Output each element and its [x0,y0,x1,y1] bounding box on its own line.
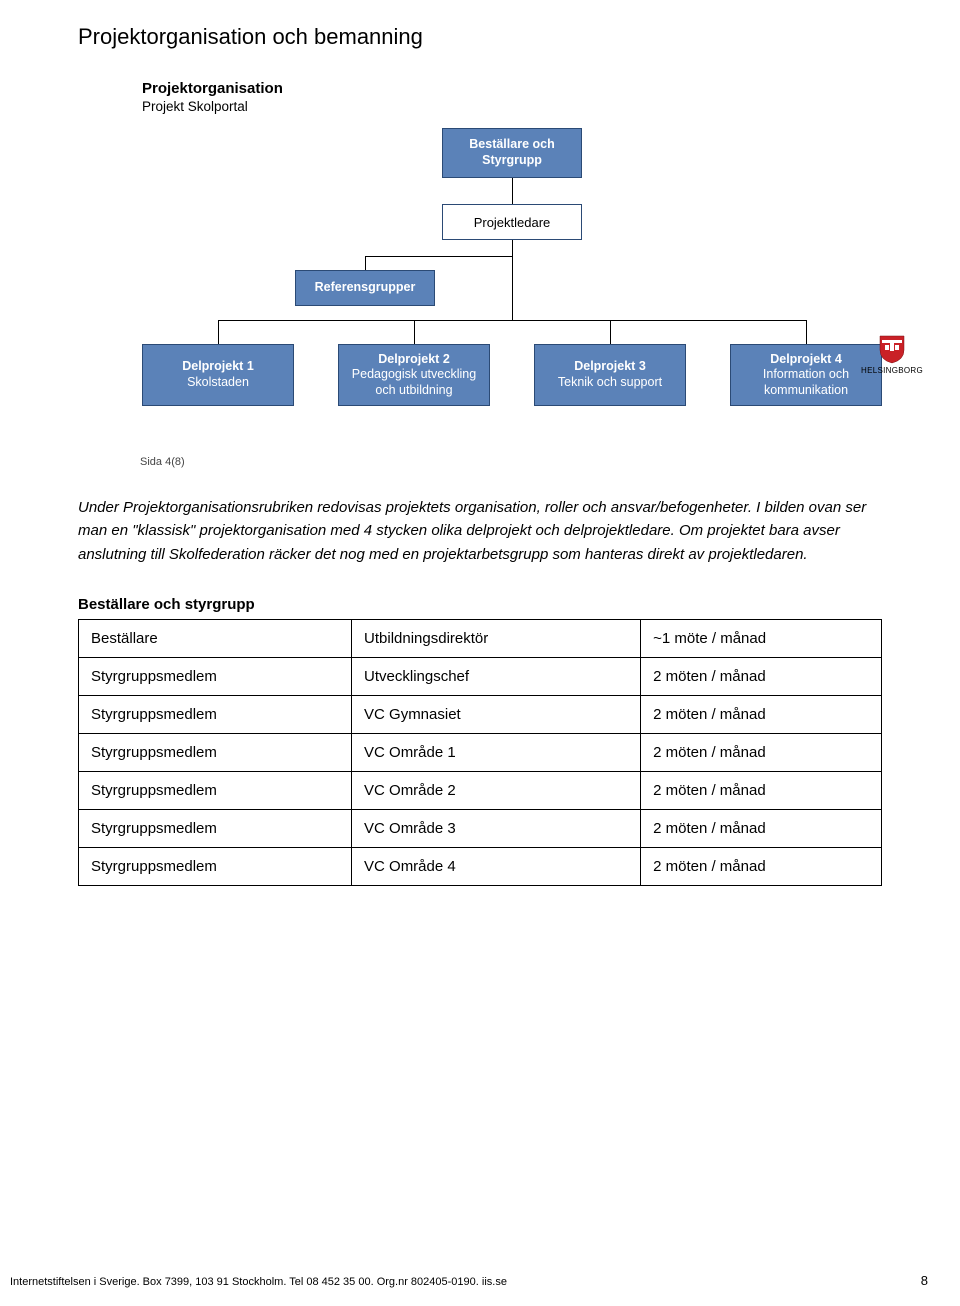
page: Projektorganisation och bemanning Projek… [0,0,960,1306]
node-text: Delprojekt 4 [770,352,842,368]
cell: VC Område 4 [352,847,641,885]
node-delprojekt-1: Delprojekt 1 Skolstaden [142,344,294,406]
connector [414,320,415,344]
cell: Styrgruppsmedlem [79,809,352,847]
connector [512,178,513,204]
connector [806,320,807,344]
cell: 2 möten / månad [641,733,882,771]
cell: VC Område 3 [352,809,641,847]
logo-text: HELSINGBORG [860,366,924,375]
table-title: Beställare och styrgrupp [78,596,882,613]
cell: Utvecklingschef [352,657,641,695]
org-chart: Beställare och Styrgrupp Projektledare R… [142,128,882,426]
page-title: Projektorganisation och bemanning [78,24,882,50]
body-paragraph: Under Projektorganisationsrubriken redov… [78,496,882,566]
cell: Styrgruppsmedlem [79,847,352,885]
connector [365,256,512,257]
roles-table: Beställare Utbildningsdirektör ~1 möte /… [78,619,882,886]
cell: ~1 möte / månad [641,619,882,657]
node-bestallare: Beställare och Styrgrupp [442,128,582,178]
cell: 2 möten / månad [641,657,882,695]
cell: VC Gymnasiet [352,695,641,733]
cell: Styrgruppsmedlem [79,657,352,695]
table-row: Styrgruppsmedlem VC Område 4 2 möten / m… [79,847,882,885]
table-row: Styrgruppsmedlem Utvecklingschef 2 möten… [79,657,882,695]
table-row: Styrgruppsmedlem VC Område 2 2 möten / m… [79,771,882,809]
connector [365,256,366,270]
node-text: Delprojekt 1 [182,359,254,375]
cell: 2 möten / månad [641,771,882,809]
node-projektledare: Projektledare [442,204,582,240]
cell: 2 möten / månad [641,847,882,885]
node-text: Projektledare [474,215,551,230]
cell: Beställare [79,619,352,657]
connector [610,320,611,344]
page-marker: Sida 4(8) [140,456,185,468]
page-number: 8 [921,1273,928,1288]
table-row: Beställare Utbildningsdirektör ~1 möte /… [79,619,882,657]
footer-text: Internetstiftelsen i Sverige. Box 7399, … [10,1276,507,1288]
node-text: Skolstaden [187,375,249,391]
cell: Styrgruppsmedlem [79,695,352,733]
cell: 2 möten / månad [641,809,882,847]
cell: Utbildningsdirektör [352,619,641,657]
node-text: Styrgrupp [482,153,542,169]
node-text: Pedagogisk utveckling [352,367,476,383]
cell: Styrgruppsmedlem [79,733,352,771]
table-row: Styrgruppsmedlem VC Område 1 2 möten / m… [79,733,882,771]
org-subtitle: Projekt Skolportal [142,99,882,114]
connector [512,272,513,320]
org-title: Projektorganisation [142,80,882,97]
node-referensgrupper: Referensgrupper [295,270,435,306]
table-row: Styrgruppsmedlem VC Gymnasiet 2 möten / … [79,695,882,733]
node-text: Beställare och [469,137,554,153]
helsingborg-logo: HELSINGBORG [860,334,924,375]
node-delprojekt-3: Delprojekt 3 Teknik och support [534,344,686,406]
node-text: Referensgrupper [315,280,416,296]
node-text: och utbildning [375,383,452,399]
cell: 2 möten / månad [641,695,882,733]
cell: VC Område 2 [352,771,641,809]
node-text: kommunikation [764,383,848,399]
connector [512,240,513,272]
node-text: Delprojekt 3 [574,359,646,375]
cell: Styrgruppsmedlem [79,771,352,809]
node-text: Information och [763,367,849,383]
connector [218,320,806,321]
node-text: Teknik och support [558,375,662,391]
cell: VC Område 1 [352,733,641,771]
connector [218,320,219,344]
node-delprojekt-2: Delprojekt 2 Pedagogisk utveckling och u… [338,344,490,406]
node-text: Delprojekt 2 [378,352,450,368]
table-row: Styrgruppsmedlem VC Område 3 2 möten / m… [79,809,882,847]
shield-icon [878,334,906,364]
